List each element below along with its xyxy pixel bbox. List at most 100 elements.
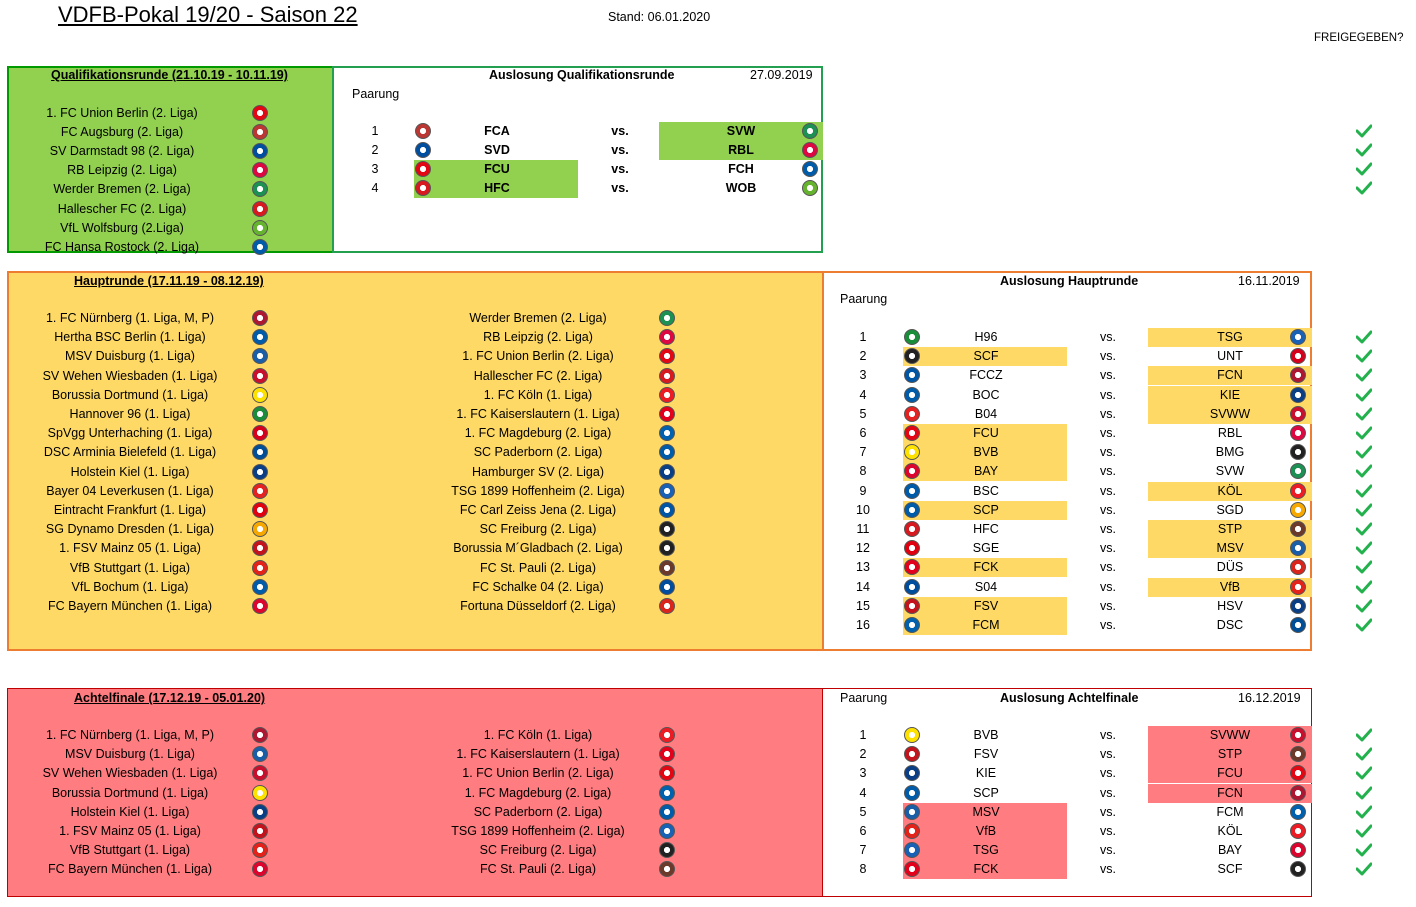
winner-highlight — [903, 443, 1067, 463]
team-name: 1. FC Magdeburg (2. Liga) — [464, 426, 612, 441]
match-number: 3 — [859, 368, 867, 383]
home-team-icon — [904, 784, 920, 801]
away-team-icon — [1290, 597, 1306, 614]
home-team-icon — [904, 425, 920, 441]
match-number: 10 — [856, 502, 870, 517]
vs-label: vs. — [1100, 598, 1116, 613]
home-team-icon — [904, 521, 920, 537]
team-name: FC St. Pauli (2. Liga) — [479, 560, 596, 575]
dresden-icon — [252, 521, 268, 538]
team-name: 1. FC Kaiserslautern (1. Liga) — [456, 407, 620, 421]
gladbach-icon — [659, 540, 675, 557]
away-team-code: FCN — [1217, 785, 1243, 800]
approved-check-icon — [1356, 426, 1372, 440]
home-team-code: B04 — [974, 406, 998, 421]
leipzig-icon — [659, 329, 675, 346]
away-team-code: RBL — [1217, 426, 1243, 440]
darmstadt-icon — [252, 143, 268, 160]
match-number: 4 — [859, 785, 867, 800]
home-team-code: BAY — [973, 464, 999, 479]
away-team-code: SCF — [1217, 862, 1243, 877]
paderborn-icon — [659, 444, 675, 461]
away-team-code: MSV — [1216, 541, 1244, 556]
halle-icon — [252, 200, 268, 217]
approved-check-icon — [1356, 162, 1372, 176]
vs-label: vs. — [1100, 541, 1116, 556]
team-name: FC St. Pauli (2. Liga) — [479, 862, 596, 877]
away-team-icon — [1290, 823, 1306, 839]
team-name: Hallescher FC (2. Liga) — [57, 201, 187, 216]
team-name: SpVgg Unterhaching (1. Liga) — [47, 426, 213, 441]
winner-highlight — [1148, 783, 1312, 803]
kaiserslautern-icon — [659, 746, 675, 763]
away-team-icon — [1290, 861, 1306, 878]
vs-label: vs. — [1100, 445, 1116, 460]
away-team-icon — [1290, 746, 1306, 763]
winner-highlight — [903, 822, 1067, 841]
approved-check-icon — [1356, 541, 1372, 555]
match-number: 7 — [859, 445, 867, 460]
vs-label: vs. — [1100, 406, 1116, 421]
winner-highlight — [659, 122, 823, 141]
home-team-code: FCU — [973, 426, 999, 440]
team-name: MSV Duisburg (1. Liga) — [65, 747, 195, 762]
home-team-icon — [904, 842, 920, 859]
team-name: 1. FC Union Berlin (2. Liga) — [462, 349, 614, 364]
match-number: 2 — [859, 747, 867, 762]
page-title: VDFB-Pokal 19/20 - Saison 22 — [58, 2, 358, 27]
home-team-code: BVB — [973, 445, 999, 460]
team-name: SG Dynamo Dresden (1. Liga) — [45, 522, 215, 537]
hannover-icon — [252, 406, 268, 422]
approved-check-icon — [1356, 843, 1372, 857]
away-team-icon — [1290, 842, 1306, 859]
approved-check-icon — [1356, 445, 1372, 459]
approved-check-icon — [1356, 484, 1372, 498]
team-name: 1. FC Nürnberg (1. Liga, M, P) — [45, 311, 215, 325]
away-team-code: DSC — [1216, 618, 1244, 632]
home-team-icon — [904, 823, 920, 839]
stuttgart-icon — [252, 559, 268, 576]
winner-highlight — [1148, 745, 1312, 765]
approved-check-icon — [1356, 786, 1372, 800]
vs-label: vs. — [1100, 804, 1116, 819]
winner-highlight — [1148, 385, 1312, 405]
approved-check-icon — [1356, 747, 1372, 761]
winner-highlight — [659, 141, 823, 160]
away-team-code: BAY — [1217, 843, 1243, 858]
freigegeben-header: FREIGEGEBEN? — [1314, 32, 1404, 44]
away-team-code: UNT — [1217, 349, 1243, 364]
vs-label: vs. — [1100, 785, 1116, 800]
home-team-code: S04 — [974, 579, 998, 594]
winner-highlight — [1148, 539, 1312, 559]
away-team-icon — [1290, 617, 1306, 633]
vs-label: vs. — [1100, 843, 1116, 858]
team-name: SC Paderborn (2. Liga) — [473, 804, 603, 819]
approved-check-icon — [1356, 349, 1372, 363]
team-name: Borussia Dortmund (1. Liga) — [51, 785, 209, 800]
home-team-code: BVB — [973, 728, 999, 742]
approved-check-icon — [1356, 143, 1372, 157]
away-team-code: SVW — [726, 124, 756, 138]
mainz-icon — [252, 540, 268, 557]
vs-label: vs. — [1100, 747, 1116, 762]
away-team-icon — [1290, 348, 1306, 365]
away-team-code: VfB — [1219, 579, 1241, 594]
dortmund-icon — [252, 386, 268, 403]
away-team-icon — [1290, 386, 1306, 403]
approved-check-icon — [1356, 368, 1372, 382]
team-name: 1. FC Kaiserslautern (1. Liga) — [456, 747, 620, 762]
team-name: VfB Stuttgart (1. Liga) — [69, 560, 191, 575]
team-name: VfB Stuttgart (1. Liga) — [69, 843, 191, 858]
match-number: 13 — [856, 560, 870, 575]
approved-check-icon — [1356, 862, 1372, 876]
team-name: DSC Arminia Bielefeld (1. Liga) — [43, 445, 217, 460]
team-name: FC Hansa Rostock (2. Liga) — [44, 239, 200, 254]
home-team-code: SCP — [973, 502, 999, 517]
winner-highlight — [903, 347, 1067, 367]
home-team-icon — [904, 329, 920, 345]
home-team-code: VfB — [975, 824, 997, 838]
team-name: 1. FC Union Berlin (2. Liga) — [462, 766, 614, 781]
approved-check-icon — [1356, 599, 1372, 613]
werder-icon — [252, 181, 268, 198]
frankfurt-icon — [252, 502, 268, 518]
